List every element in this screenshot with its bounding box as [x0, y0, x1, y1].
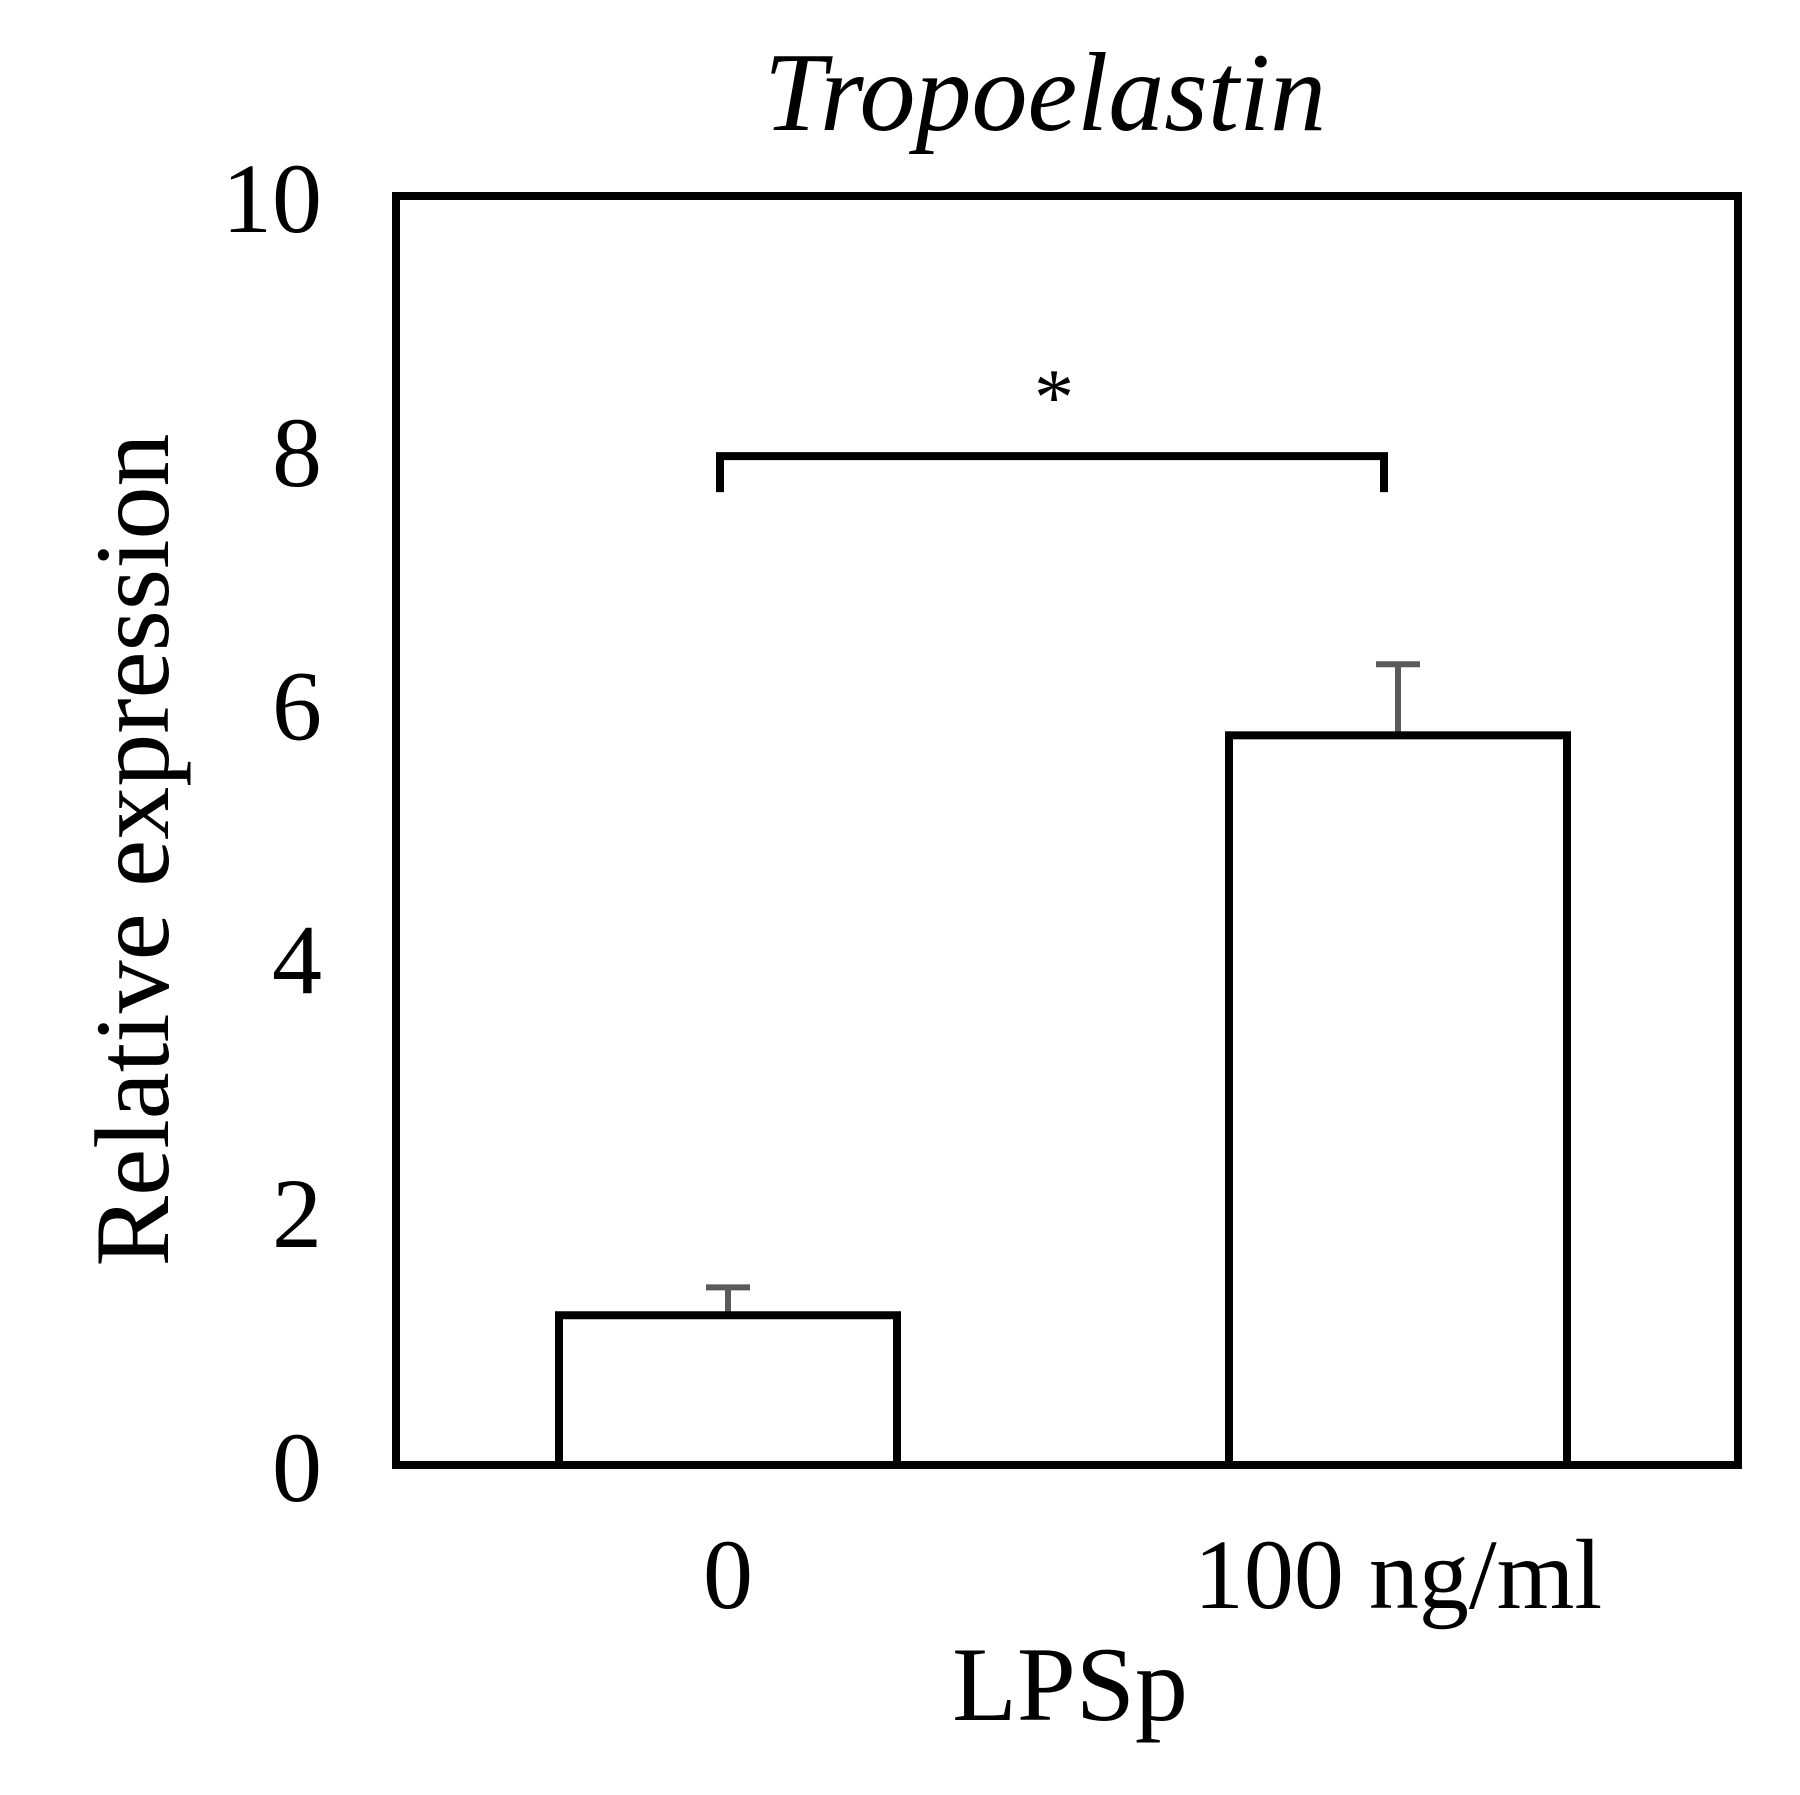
error-bar [706, 1284, 750, 1316]
y-tick-label: 4 [272, 904, 322, 1015]
bar-1 [1225, 731, 1571, 1469]
bar-0 [555, 1311, 901, 1470]
y-tick-label: 8 [272, 397, 322, 508]
error-bar [1376, 661, 1420, 736]
significance-bracket [716, 452, 1388, 493]
plot-frame [392, 192, 1742, 1469]
y-axis-ticks: 0 2 4 6 8 10 [222, 143, 322, 1523]
significance-label: * [1034, 354, 1074, 442]
y-tick-label: 0 [272, 1412, 322, 1523]
x-axis-ticks: 0 100 ng/ml [703, 1519, 1602, 1630]
chart-title: Tropoelastin [764, 31, 1326, 155]
x-tick-label: 100 ng/ml [1194, 1519, 1602, 1630]
x-axis-title: LPSp [952, 1626, 1188, 1743]
y-tick-label: 2 [272, 1158, 322, 1269]
y-tick-label: 10 [222, 143, 322, 254]
x-tick-label: 0 [703, 1519, 753, 1630]
y-tick-label: 6 [272, 651, 322, 762]
plot-area: * [392, 192, 1742, 1470]
y-axis-title: Relative expression [74, 433, 191, 1266]
